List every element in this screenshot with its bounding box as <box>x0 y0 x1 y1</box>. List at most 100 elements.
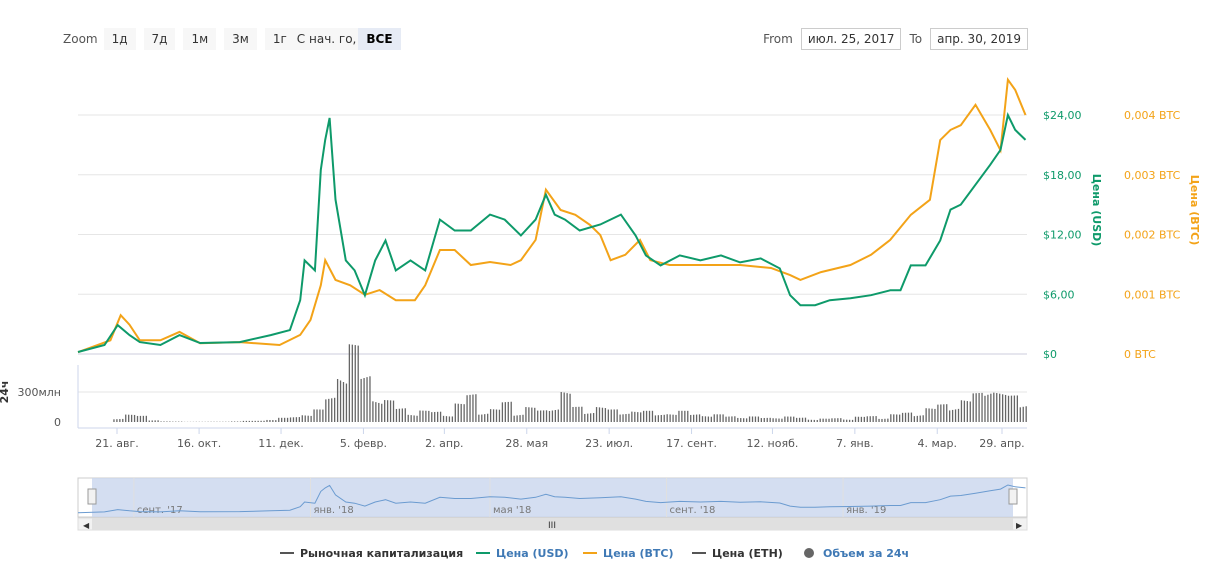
volume-bar <box>766 417 768 422</box>
volume-bar <box>725 416 727 422</box>
volume-bar <box>687 410 689 422</box>
scroll-right-arrow-icon[interactable]: ▶ <box>1016 521 1023 530</box>
volume-bar <box>984 395 986 422</box>
volume-bar <box>848 419 851 422</box>
zoom-7d-button[interactable]: 7д <box>143 28 176 50</box>
volume-bar <box>360 378 362 422</box>
legend-item[interactable]: Объем за 24ч <box>823 547 909 560</box>
volume-bar <box>951 409 954 422</box>
volume-bar <box>981 392 983 422</box>
volume-bar <box>513 415 515 422</box>
zoom-1m-button[interactable]: 1м <box>183 28 217 50</box>
volume-bar <box>1019 407 1021 422</box>
volume-bar <box>810 419 813 422</box>
usd-tick-label: $18,00 <box>1043 169 1082 182</box>
volume-bar <box>289 417 292 422</box>
volume-bar <box>840 418 842 422</box>
to-date-input[interactable]: апр. 30, 2019 <box>930 28 1028 50</box>
volume-bar <box>119 419 121 422</box>
usd-price-line <box>77 111 1027 353</box>
zoom-1y-button[interactable]: 1г <box>264 28 289 50</box>
volume-bar <box>375 402 377 422</box>
scrollbar-grip-icon: III <box>548 521 556 531</box>
navigator-handle[interactable] <box>1008 488 1018 505</box>
zoom-all-button[interactable]: ВСЕ <box>358 28 401 50</box>
volume-bar <box>937 404 939 422</box>
volume-bar <box>784 416 786 422</box>
volume-bar <box>251 420 253 422</box>
volume-bar <box>425 410 427 422</box>
volume-bar <box>448 416 451 422</box>
usd-tick-label: $6,00 <box>1043 288 1075 301</box>
volume-bar <box>1004 394 1007 422</box>
volume-bar <box>793 416 795 422</box>
volume-bar <box>881 418 883 422</box>
volume-bar <box>869 416 871 422</box>
volume-bar <box>607 409 609 422</box>
volume-bar <box>139 415 142 422</box>
volume-bar <box>469 394 471 422</box>
legend-item[interactable]: Цена (USD) <box>496 547 569 560</box>
volume-bar <box>272 420 274 422</box>
volume-bar <box>266 419 268 422</box>
volume-bar <box>872 416 874 422</box>
volume-bar <box>651 410 654 422</box>
volume-bar <box>454 403 456 422</box>
volume-bar <box>796 417 798 422</box>
volume-bar <box>751 416 754 422</box>
volume-bar <box>516 415 518 422</box>
volume-bar <box>963 400 966 422</box>
volume-bar <box>154 420 156 422</box>
volume-bar <box>295 417 298 422</box>
x-tick-label: 2. апр. <box>425 437 463 450</box>
volume-bar <box>122 418 124 422</box>
legend-item[interactable]: Цена (ETH) <box>712 547 783 560</box>
volume-bar <box>934 408 936 422</box>
x-tick-label: 5. февр. <box>340 437 387 450</box>
volume-bar <box>322 409 324 422</box>
legend-item[interactable]: Цена (BTC) <box>603 547 674 560</box>
volume-bar <box>916 415 918 422</box>
x-tick-label: 7. янв. <box>836 437 874 450</box>
from-date-input[interactable]: июл. 25, 2017 <box>800 28 902 50</box>
volume-bar <box>590 413 592 422</box>
volume-bar <box>878 418 880 422</box>
volume-bar <box>598 407 601 422</box>
zoom-ytd-button[interactable]: С нач. го, <box>288 28 359 50</box>
to-label: To <box>909 32 923 46</box>
volume-bar <box>734 416 736 422</box>
scroll-left-arrow-icon[interactable]: ◀ <box>83 521 90 530</box>
volume-bar <box>678 410 680 422</box>
volume-bar <box>504 402 506 422</box>
volume-bar <box>336 379 339 422</box>
volume-bar <box>407 414 409 422</box>
volume-bar <box>898 414 901 422</box>
volume-bar <box>928 408 930 422</box>
volume-bar <box>660 414 662 422</box>
volume-bar <box>790 416 792 422</box>
volume-bar <box>163 421 165 422</box>
legend-item[interactable]: Рыночная капитализация <box>300 547 463 560</box>
zoom-bar: Zoom 1д 7д 1м 3м 1г С нач. го, ВСЕ <box>63 28 401 50</box>
volume-bar <box>354 345 356 422</box>
volume-bar <box>875 416 877 422</box>
volume-bar <box>760 418 762 422</box>
navigator-handle[interactable] <box>87 488 97 505</box>
volume-bar <box>831 418 833 422</box>
volume-bar <box>857 416 860 422</box>
volume-bar <box>501 402 504 422</box>
volume-bar <box>710 416 712 422</box>
zoom-3m-button[interactable]: 3м <box>224 28 257 50</box>
volume-bar <box>339 380 342 422</box>
scrollbar-thumb[interactable] <box>92 518 1013 530</box>
volume-bar <box>428 410 430 422</box>
volume-bar <box>157 420 159 422</box>
volume-bar <box>969 401 971 422</box>
volume-bar <box>386 400 389 422</box>
zoom-1d-button[interactable]: 1д <box>103 28 136 50</box>
volume-bar <box>972 393 974 422</box>
volume-bar <box>675 414 677 422</box>
volume-bar <box>560 391 562 422</box>
volume-bar <box>460 403 462 422</box>
